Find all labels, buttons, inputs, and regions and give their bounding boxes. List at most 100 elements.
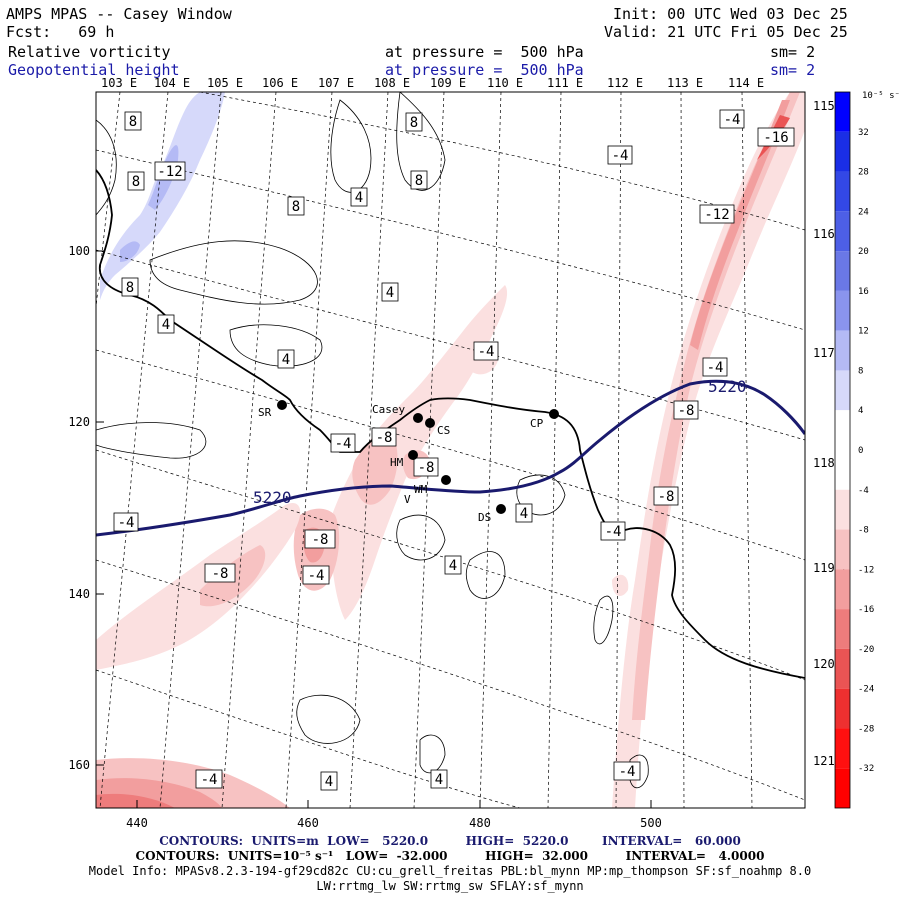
y-tick-label: 160 [68,758,90,772]
contour-label: 4 [277,349,295,369]
colorbar-swatch [835,370,850,411]
contour-label-text: 8 [415,173,423,189]
contour-label-text: 8 [410,115,418,131]
height-label: 5220 [708,377,747,396]
contour-label-text: 4 [520,506,528,522]
contour-labels: 8 8 -12 8 8 4 -4 8 8 4 -16 -4 -12 4 4 -4… [113,109,795,791]
x-tick-labels: 440 460 480 500 [126,816,662,830]
station-hm: HM [390,450,418,469]
contour-label-text: -8 [212,566,229,582]
colorbar-swatch [835,768,850,808]
contour-label-text: 8 [292,199,300,215]
contour-label-text: -4 [201,772,218,788]
x-tick-label: 480 [469,816,491,830]
contour-label: 4 [350,187,368,207]
contour-label-text: -8 [312,532,329,548]
colorbar-swatch [835,330,850,371]
contour-label-text: -8 [418,460,435,476]
contour-label: 8 [127,171,145,191]
svg-text:SR: SR [258,406,272,419]
axis-ticks [96,250,652,808]
colorbar-label: 16 [858,287,869,297]
y-tick-label: 120 [68,415,90,429]
contour-label: -4 [330,433,356,453]
contour-label-text: 4 [355,190,363,206]
contour-label: -4 [702,357,728,377]
svg-text:V: V [404,493,411,506]
colorbar-label: 20 [858,247,869,257]
colorbar-swatch [835,489,850,530]
colorbar-swatch [835,569,850,610]
colorbar-label: -8 [858,526,869,536]
colorbar-swatch [835,251,850,291]
contour-label: -4 [473,341,499,361]
colorbar-label: -12 [858,565,874,575]
contour-label-text: 4 [162,317,170,333]
lon-label: 109 E [430,76,467,90]
colorbar-label: -20 [858,645,874,655]
colorbar-swatch [835,171,850,212]
contour-label-text: 8 [129,114,137,130]
lon-label: 114 E [728,76,765,90]
svg-text:HM: HM [390,456,404,469]
colorbar-swatch [835,648,850,689]
station-cp: CP [530,409,559,430]
lon-label: 105 E [207,76,244,90]
contour-label: -8 [673,400,699,420]
contour-label: -4 [195,769,223,789]
contour-label-text: -4 [335,436,352,452]
contour-label-text: -4 [619,764,636,780]
contour-label-text: -12 [157,164,182,180]
colorbar-label: -32 [858,764,874,774]
field1-name: Relative vorticity [8,43,171,61]
contour-label: -8 [304,529,336,549]
colorbar-swatch [835,450,850,490]
contour-label: 8 [405,112,423,132]
lon-label: 110 E [487,76,524,90]
height-labels: 5220 5220 [253,377,747,507]
contour-label-text: -12 [704,207,729,223]
stations: SR Casey CS CP HM V WM DS [258,400,559,524]
contour-label: 8 [121,277,139,297]
contour-label-text: 4 [386,285,394,301]
contour-label: 4 [320,771,338,791]
svg-text:CS: CS [437,424,450,437]
model-info: Model Info: MPASv8.2.3-194-gf29cd82c CU:… [88,864,812,878]
contour-label: -8 [653,486,679,506]
colorbar-swatch [835,131,850,172]
contour-label: -8 [371,427,397,447]
field2-name: Geopotential height [8,61,180,79]
contour-label-text: -4 [724,112,741,128]
height-contour-info: CONTOURS: UNITS=m LOW= 5220.0 HIGH= 5220… [159,834,741,848]
contour-label: 4 [515,503,533,523]
contour-label: -4 [113,512,139,532]
svg-text:Casey: Casey [372,403,405,416]
contour-label-text: -8 [678,403,695,419]
svg-text:WM: WM [414,483,428,496]
colorbar-swatch [835,529,850,570]
lon-label: 106 E [262,76,299,90]
lon-label: 104 E [154,76,191,90]
colorbar: 32 28 24 20 16 12 8 4 0 -4 -8 -12 -16 -20 -24 -28 -32 [834,91,874,809]
model-info-physics: LW:rrtmg_lw SW:rrtmg_sw SFLAY:sf_mynn [316,879,584,893]
colorbar-frame [834,91,851,809]
lon-label: 111 E [547,76,584,90]
station-sr: SR [258,400,287,419]
station-wm: WM [414,475,451,496]
lon-label: 108 E [374,76,411,90]
contour-label-text: -16 [763,130,788,146]
contour-label: -12 [154,161,186,181]
contour-label: -12 [699,204,735,224]
colorbar-label: 8 [858,366,863,376]
x-tick-label: 500 [640,816,662,830]
colorbar-label: 12 [858,327,869,337]
colorbar-swatch [835,410,850,450]
init-time: Init: 00 UTC Wed 03 Dec 25 [613,5,848,23]
forecast-hour: Fcst: 69 h [6,23,115,41]
contour-label-text: 4 [282,352,290,368]
contour-label: 8 [410,170,428,190]
station-ds: DS [478,504,506,524]
colorbar-label: 4 [858,406,863,416]
contour-label-text: -4 [118,515,135,531]
